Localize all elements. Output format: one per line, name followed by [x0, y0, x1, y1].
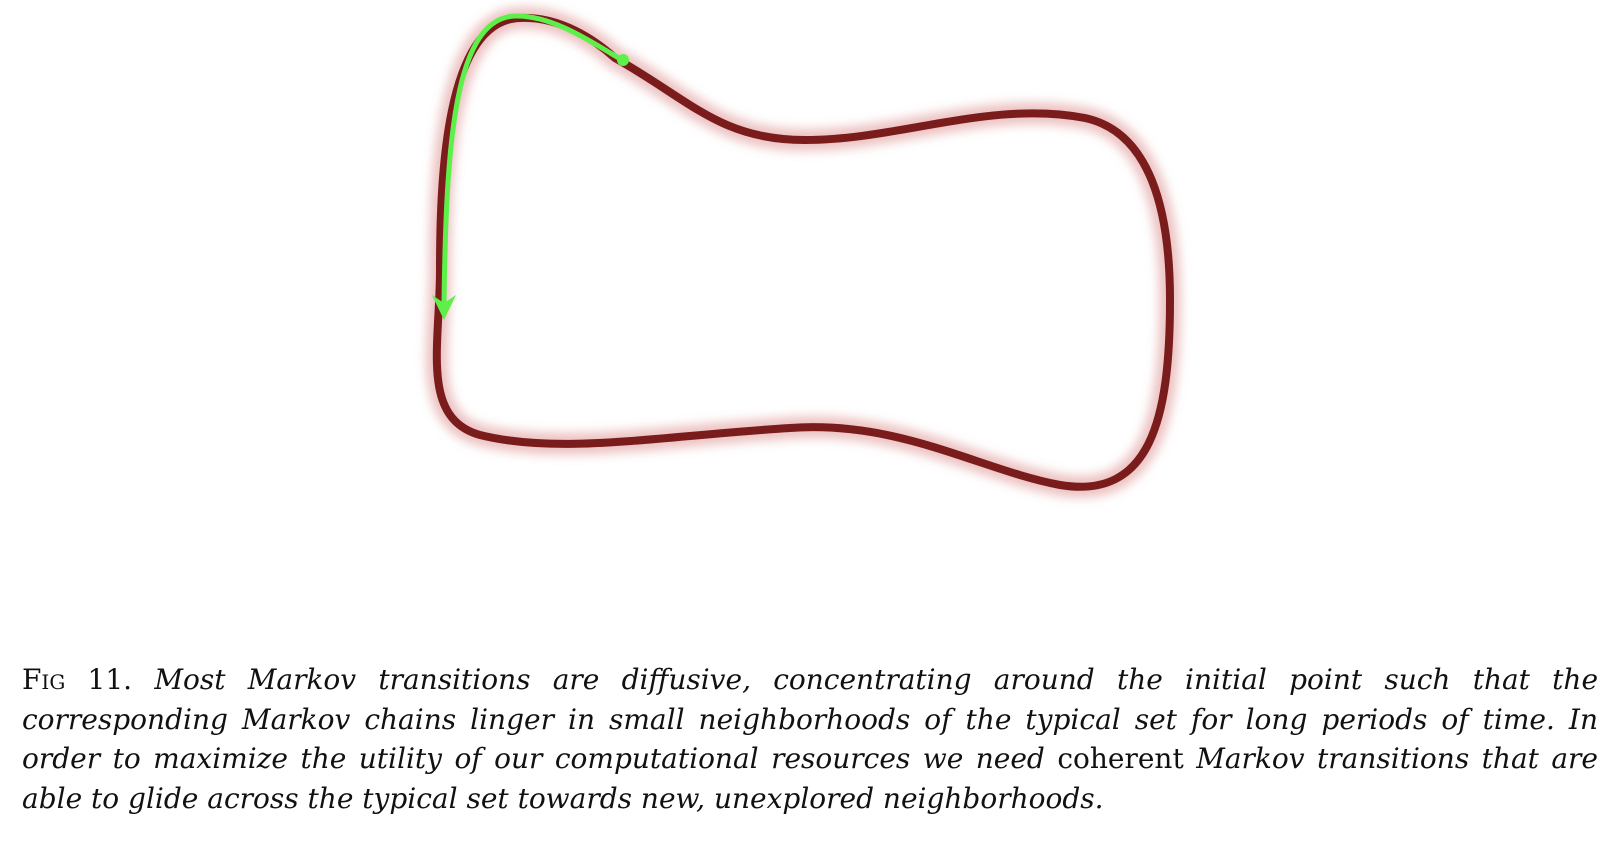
caption-emphasis: coherent	[1057, 742, 1184, 775]
figure-label: Fig 11.	[22, 663, 133, 696]
caption-text-part1: Most Markov transitions are diffusive, c…	[22, 663, 1599, 775]
typical-set-figure	[425, 6, 1182, 498]
figure-caption: Fig 11. Most Markov transitions are diff…	[22, 660, 1598, 818]
arrowhead-icon	[432, 295, 456, 320]
diffusive-trajectory-arrow	[441, 13, 625, 308]
typical-set-curve	[432, 13, 1175, 491]
initial-point	[617, 54, 629, 66]
caption-text-part2: Markov transitions that are able to glid…	[22, 742, 1599, 815]
typical-set-glow	[425, 6, 1182, 498]
